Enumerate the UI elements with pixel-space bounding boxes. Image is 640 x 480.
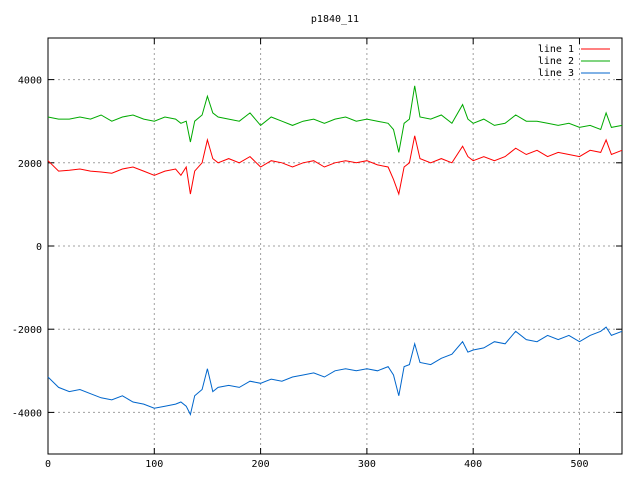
x-tick-label: 100 — [145, 459, 163, 470]
series-line-1 — [47, 135, 623, 196]
series-line-2 — [47, 85, 623, 153]
chart-title: p1840_11 — [311, 14, 359, 25]
x-tick-label: 500 — [570, 459, 588, 470]
y-tick-label: 2000 — [18, 159, 42, 170]
y-tick-label: 0 — [36, 242, 42, 253]
x-tick-label: 400 — [464, 459, 482, 470]
x-tick-label: 300 — [358, 459, 376, 470]
grid — [48, 38, 622, 454]
x-tick-label: 0 — [45, 459, 51, 470]
x-tick-label: 200 — [252, 459, 270, 470]
y-tick-label: -4000 — [12, 408, 42, 419]
legend-label: line 3 — [538, 68, 574, 79]
y-tick-label: -2000 — [12, 325, 42, 336]
legend-label: line 2 — [538, 56, 574, 67]
series-lines — [47, 85, 623, 416]
legend-label: line 1 — [538, 44, 574, 55]
y-tick-label: 4000 — [18, 76, 42, 87]
series-line-3 — [47, 326, 623, 416]
axes: 0 100 200 300 400 500 -4000 -2000 0 2000 4000 — [12, 38, 622, 470]
